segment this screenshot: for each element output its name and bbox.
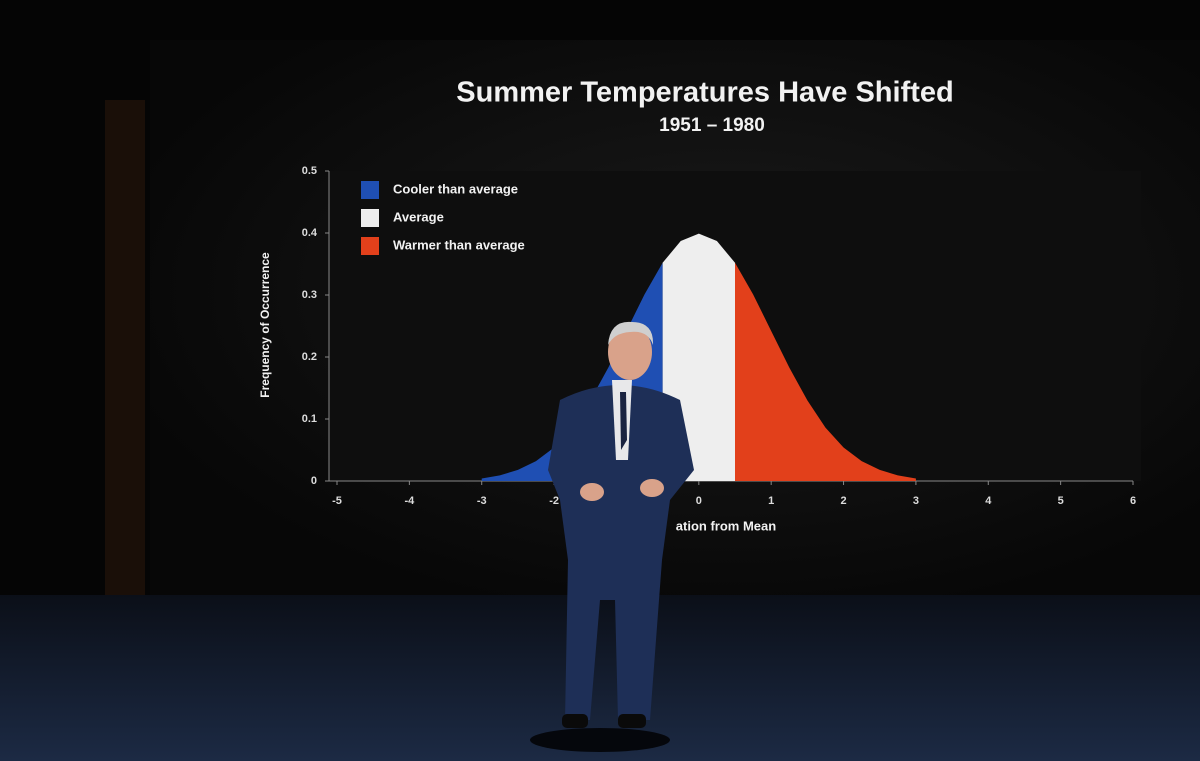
- y-tick-label: 0.4: [302, 227, 318, 239]
- chart-title: Summer Temperatures Have Shifted: [456, 77, 953, 109]
- x-tick-label: 5: [1058, 495, 1064, 507]
- legend-label: Average: [393, 209, 444, 224]
- y-tick-label: 0: [311, 475, 317, 487]
- x-axis-label: ation from Mean: [676, 518, 776, 533]
- plot: 00.10.20.30.40.5-5-4-3-2-10123456Cooler …: [302, 165, 1141, 507]
- x-tick-label: 0: [696, 495, 702, 507]
- legend-swatch: [361, 181, 379, 199]
- x-tick-label: 6: [1130, 495, 1136, 507]
- legend-swatch: [361, 209, 379, 227]
- area: [735, 262, 916, 481]
- speaker: [530, 321, 694, 752]
- shoe: [618, 714, 646, 728]
- x-tick-label: -5: [332, 495, 342, 507]
- x-tick-label: -3: [477, 495, 487, 507]
- chart-subtitle: 1951 – 1980: [659, 115, 765, 136]
- shadow: [530, 728, 670, 752]
- stage-pillar: [105, 100, 145, 600]
- y-tick-label: 0.3: [302, 289, 317, 301]
- tie: [620, 392, 627, 450]
- legend-swatch: [361, 237, 379, 255]
- x-tick-label: -2: [549, 495, 559, 507]
- suit: [548, 385, 694, 720]
- x-tick-label: -4: [404, 495, 415, 507]
- head: [608, 324, 652, 380]
- y-axis-label: Frequency of Occurrence: [258, 252, 272, 398]
- y-tick-label: 0.5: [302, 165, 317, 177]
- hand: [640, 479, 664, 497]
- legend-label: Warmer than average: [393, 237, 525, 252]
- y-tick-label: 0.1: [302, 413, 317, 425]
- x-tick-label: 4: [985, 495, 992, 507]
- x-tick-label: 1: [768, 495, 774, 507]
- x-tick-label: 3: [913, 495, 919, 507]
- legend-label: Cooler than average: [393, 181, 518, 196]
- y-tick-label: 0.2: [302, 351, 317, 363]
- shoe: [562, 714, 588, 728]
- hand: [580, 483, 604, 501]
- hair: [608, 321, 654, 345]
- x-tick-label: 2: [840, 495, 846, 507]
